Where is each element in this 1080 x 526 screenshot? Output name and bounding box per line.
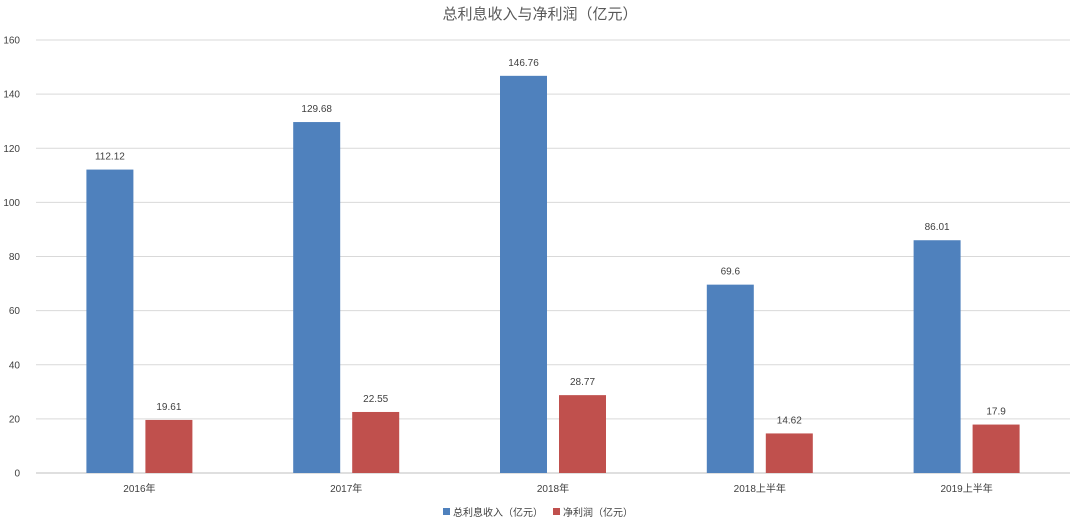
bar-net-profit	[765, 433, 813, 473]
y-tick-label: 80	[9, 252, 21, 263]
data-label: 17.9	[986, 407, 1006, 418]
legend-swatch-net-profit	[553, 508, 560, 515]
y-tick-label: 0	[14, 469, 20, 480]
bar-total-interest-income	[86, 169, 134, 473]
data-label: 22.55	[363, 394, 388, 405]
bar-net-profit	[352, 411, 400, 473]
y-tick-label: 120	[3, 144, 20, 155]
bar-net-profit	[972, 424, 1020, 473]
x-tick-label: 2018年	[537, 482, 569, 495]
data-label: 69.6	[721, 267, 741, 278]
y-axis: 0 20 40 60 80 100 120 140 160	[3, 36, 20, 480]
data-label: 146.76	[508, 58, 539, 69]
y-tick-label: 140	[3, 90, 20, 101]
bars	[86, 75, 1020, 473]
bar-net-profit	[559, 395, 606, 473]
x-tick-label: 2016年	[123, 482, 155, 495]
bar-net-profit	[145, 419, 193, 473]
bar-total-interest-income	[293, 122, 341, 473]
data-label: 129.68	[301, 104, 332, 115]
y-tick-label: 160	[3, 36, 20, 47]
data-label: 28.77	[570, 377, 595, 388]
y-tick-label: 60	[9, 306, 21, 317]
data-labels: 112.12 19.61 129.68 22.55 146.76 28.77 69.6 14.…	[95, 58, 1006, 427]
x-tick-label: 2018上半年	[734, 482, 786, 495]
legend-label-total-interest-income: 总利息收入（亿元）	[453, 506, 543, 519]
y-tick-label: 20	[9, 414, 21, 425]
x-tick-label: 2017年	[330, 482, 362, 495]
x-axis: 2016年 2017年 2018年 2018上半年 2019上半年	[123, 482, 992, 495]
chart-title: 总利息收入与净利润（亿元）	[442, 5, 637, 23]
bar-total-interest-income	[913, 240, 961, 473]
legend-label-net-profit: 净利润（亿元）	[563, 506, 633, 519]
y-tick-label: 100	[3, 198, 20, 209]
legend-swatch-total-interest-income	[443, 508, 450, 515]
data-label: 112.12	[95, 152, 125, 163]
data-label: 19.61	[156, 402, 181, 413]
data-label: 14.62	[777, 415, 802, 426]
data-label: 86.01	[925, 222, 950, 233]
bar-total-interest-income	[706, 284, 754, 473]
legend: 总利息收入（亿元） 净利润（亿元）	[443, 506, 633, 519]
x-tick-label: 2019上半年	[940, 482, 992, 495]
y-tick-label: 40	[9, 360, 21, 371]
gridlines	[36, 39, 1070, 474]
bar-total-interest-income	[500, 75, 547, 473]
